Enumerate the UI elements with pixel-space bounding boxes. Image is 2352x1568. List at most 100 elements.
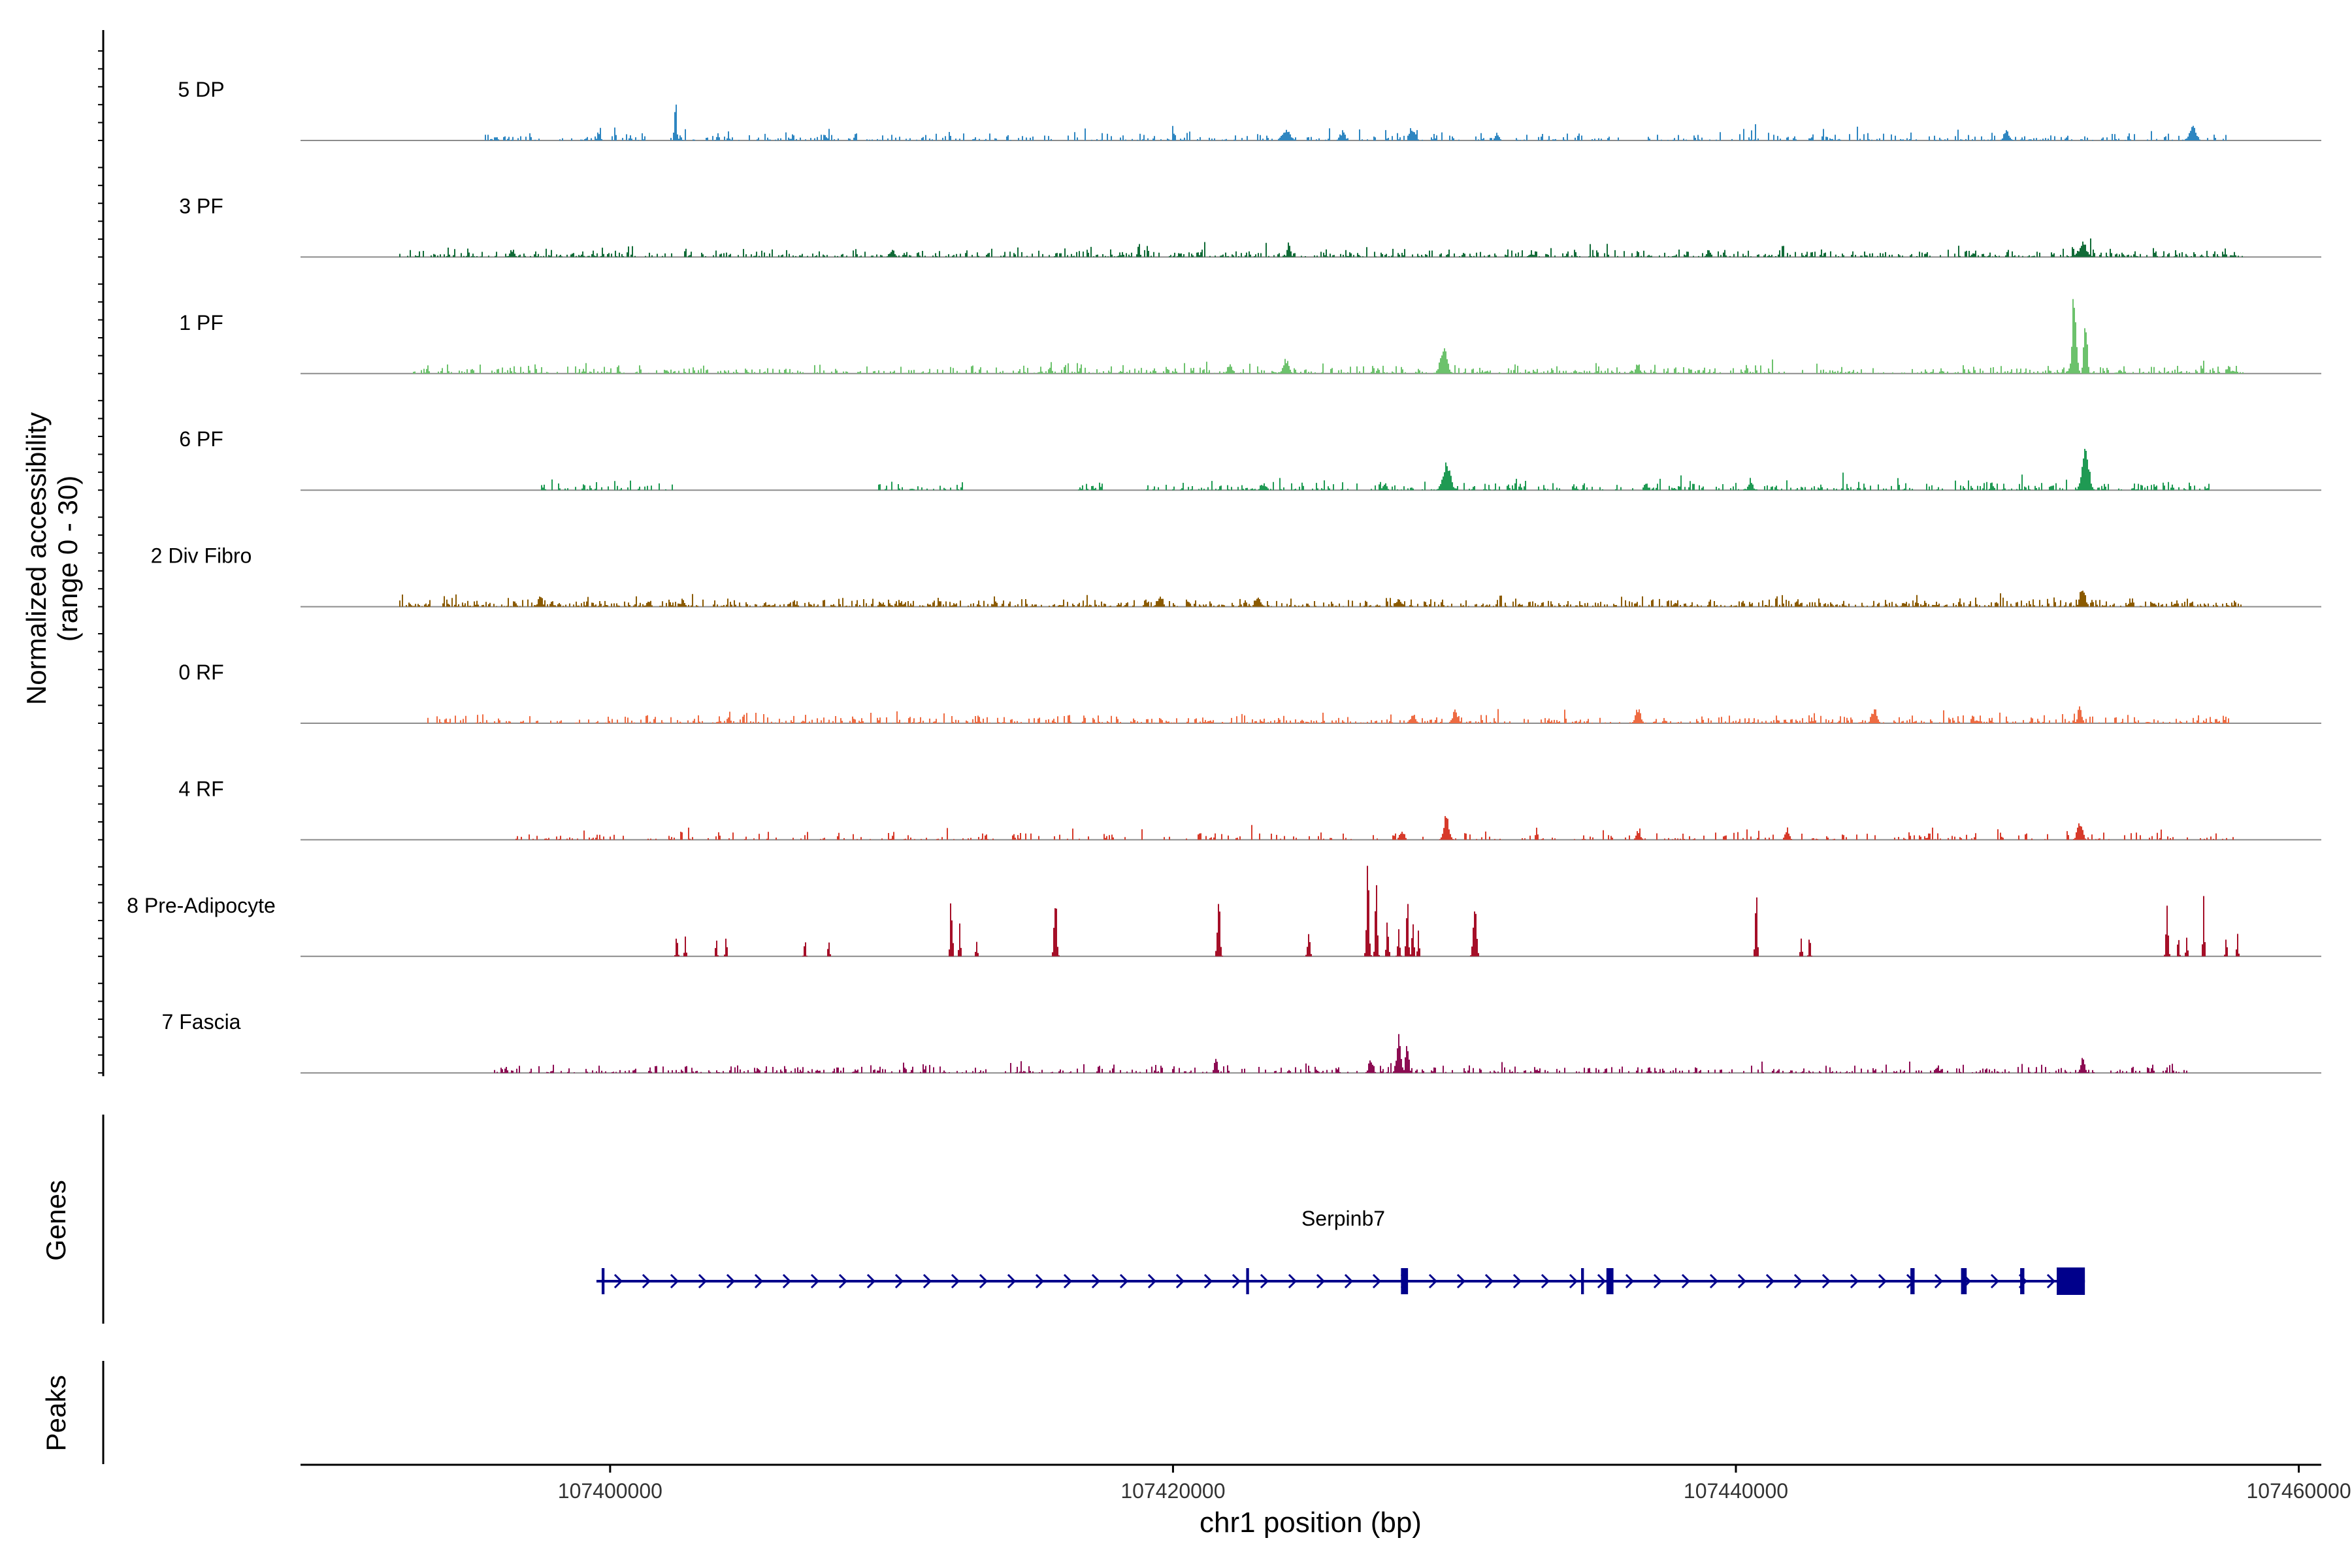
x-axis: chr1 position (bp) 107400000 107420000 107… [301, 1463, 2351, 1539]
exon [1910, 1268, 1915, 1294]
track-signal [485, 105, 2227, 140]
exon [1961, 1268, 1967, 1294]
strand-arrow [2046, 1273, 2056, 1289]
track-label: 4 RF [178, 777, 223, 800]
strand-arrow [894, 1273, 904, 1289]
gene-panel: Genes Serpinb7 [41, 1115, 2085, 1324]
y-axis-title-sub: (range 0 - 30) [52, 476, 83, 642]
exon [2057, 1267, 2085, 1295]
x-axis-title: chr1 position (bp) [1200, 1507, 1422, 1539]
track-7: 8 Pre-Adipocyte [127, 866, 2321, 957]
strand-arrow [810, 1273, 820, 1289]
exon [1246, 1268, 1249, 1294]
track-signal [399, 238, 2243, 257]
track-signal [674, 866, 2240, 956]
strand-arrow [951, 1273, 960, 1289]
strand-arrow [1260, 1273, 1269, 1289]
track-4: 2 Div Fibro [151, 544, 2321, 608]
strand-arrow [1569, 1273, 1578, 1289]
strand-arrow [838, 1273, 848, 1289]
strand-arrow [1541, 1273, 1550, 1289]
strand-arrow [1456, 1273, 1466, 1289]
track-label: 0 RF [178, 661, 223, 684]
strand-arrow [1681, 1273, 1691, 1289]
strand-arrow [1625, 1273, 1635, 1289]
strand-arrow [1063, 1273, 1073, 1289]
strand-arrow [1850, 1273, 1859, 1289]
strand-arrow [670, 1273, 679, 1289]
strand-arrow [1035, 1273, 1045, 1289]
strand-arrow [613, 1273, 623, 1289]
exon [601, 1268, 605, 1294]
strand-arrow [923, 1273, 932, 1289]
track-2: 1 PF [179, 299, 2321, 374]
strand-arrow [1934, 1273, 1944, 1289]
strand-arrow [1344, 1273, 1354, 1289]
y-axis-title: Normalized accessibility (range 0 - 30) [21, 412, 83, 705]
x-tick-label: 107460000 [2246, 1479, 2351, 1503]
strand-arrow [1737, 1273, 1747, 1289]
track-label: 5 DP [178, 78, 224, 101]
track-label: 8 Pre-Adipocyte [127, 894, 276, 917]
strand-arrow [1821, 1273, 1831, 1289]
track-label: 2 Div Fibro [151, 544, 252, 568]
strand-arrow [866, 1273, 876, 1289]
strand-arrow [1372, 1273, 1382, 1289]
strand-arrow [1653, 1273, 1663, 1289]
track-6: 4 RF [178, 777, 2321, 841]
strand-arrow [1091, 1273, 1101, 1289]
strand-arrow [754, 1273, 764, 1289]
coverage-tracks: 5 DP 3 PF 1 PF 6 PF 2 Div Fibro 0 RF 4 RF 8 Pre… [127, 78, 2321, 1074]
track-1: 3 PF [179, 194, 2321, 258]
exon [1401, 1268, 1409, 1294]
strand-arrow [1428, 1273, 1438, 1289]
track-label: 1 PF [179, 311, 223, 335]
track-8: 7 Fascia [162, 1010, 2321, 1074]
track-signal [494, 1034, 2187, 1073]
strand-arrow [642, 1273, 651, 1289]
strand-arrow [1232, 1273, 1241, 1289]
strand-arrow [1316, 1273, 1326, 1289]
strand-arrow [1878, 1273, 1887, 1289]
strand-arrow [1007, 1273, 1017, 1289]
track-signal [541, 449, 2210, 491]
y-axis-title-main: Normalized accessibility [21, 412, 52, 705]
strand-arrow [1175, 1273, 1185, 1289]
strand-arrow [698, 1273, 708, 1289]
track-signal [515, 816, 2234, 840]
strand-arrow [782, 1273, 792, 1289]
strand-arrow [979, 1273, 988, 1289]
strand-arrow [1119, 1273, 1129, 1289]
strand-arrow [1709, 1273, 1719, 1289]
track-3: 6 PF [179, 427, 2321, 491]
x-tick-label: 107420000 [1120, 1479, 1225, 1503]
genes-panel-label: Genes [41, 1180, 71, 1261]
strand-arrow [1203, 1273, 1213, 1289]
track-0: 5 DP [178, 78, 2321, 141]
track-signal [427, 706, 2229, 723]
strand-arrow [1512, 1273, 1522, 1289]
gene-name-label: Serpinb7 [1301, 1207, 1385, 1230]
exon [2020, 1268, 2025, 1294]
exon [1581, 1268, 1584, 1294]
strand-arrow [1484, 1273, 1494, 1289]
y-axis [98, 30, 105, 1077]
strand-arrow [1793, 1273, 1803, 1289]
strand-arrow [1765, 1273, 1775, 1289]
track-signal [413, 299, 2244, 374]
track-label: 6 PF [179, 427, 223, 451]
track-label: 7 Fascia [162, 1010, 241, 1034]
exon [1606, 1268, 1614, 1294]
strand-arrow [1990, 1273, 2000, 1289]
track-label: 3 PF [179, 194, 223, 218]
track-signal [399, 591, 2242, 607]
strand-arrow [726, 1273, 736, 1289]
peaks-panel: Peaks [41, 1361, 105, 1464]
track-5: 0 RF [178, 661, 2321, 724]
strand-arrow [1288, 1273, 1298, 1289]
strand-arrow [1147, 1273, 1157, 1289]
peaks-panel-label: Peaks [41, 1375, 71, 1452]
x-tick-label: 107400000 [558, 1479, 662, 1503]
strand-arrow [1597, 1273, 1607, 1289]
